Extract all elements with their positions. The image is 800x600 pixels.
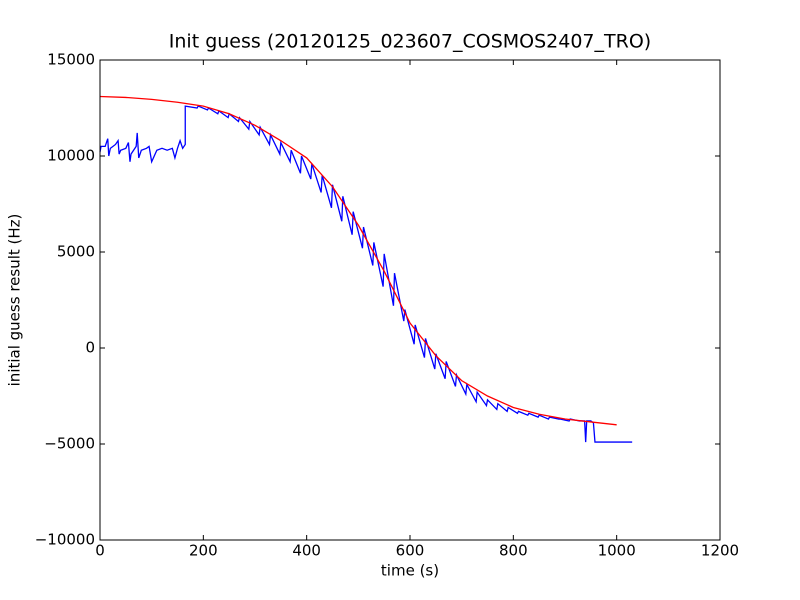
x-tick-label: 1000 bbox=[598, 542, 636, 560]
x-tick-label: 800 bbox=[499, 542, 528, 560]
y-tick-label: 15000 bbox=[47, 51, 95, 69]
x-axis-label: time (s) bbox=[381, 562, 439, 580]
x-tick-label: 1200 bbox=[701, 542, 739, 560]
chart-title: Init guess (20120125_023607_COSMOS2407_T… bbox=[169, 31, 651, 53]
data-line bbox=[99, 95, 617, 426]
y-tick-label: 5000 bbox=[57, 243, 95, 261]
y-tick-label: 0 bbox=[85, 339, 95, 357]
x-tick-label: 600 bbox=[396, 542, 425, 560]
x-tick-label: 0 bbox=[95, 542, 105, 560]
y-tick-label: −5000 bbox=[44, 435, 95, 453]
y-tick-label: −10000 bbox=[35, 531, 95, 549]
x-tick-label: 400 bbox=[292, 542, 321, 560]
x-tick-label: 200 bbox=[189, 542, 218, 560]
y-axis-label: initial guess result (Hz) bbox=[6, 214, 24, 387]
y-tick-label: 10000 bbox=[47, 147, 95, 165]
